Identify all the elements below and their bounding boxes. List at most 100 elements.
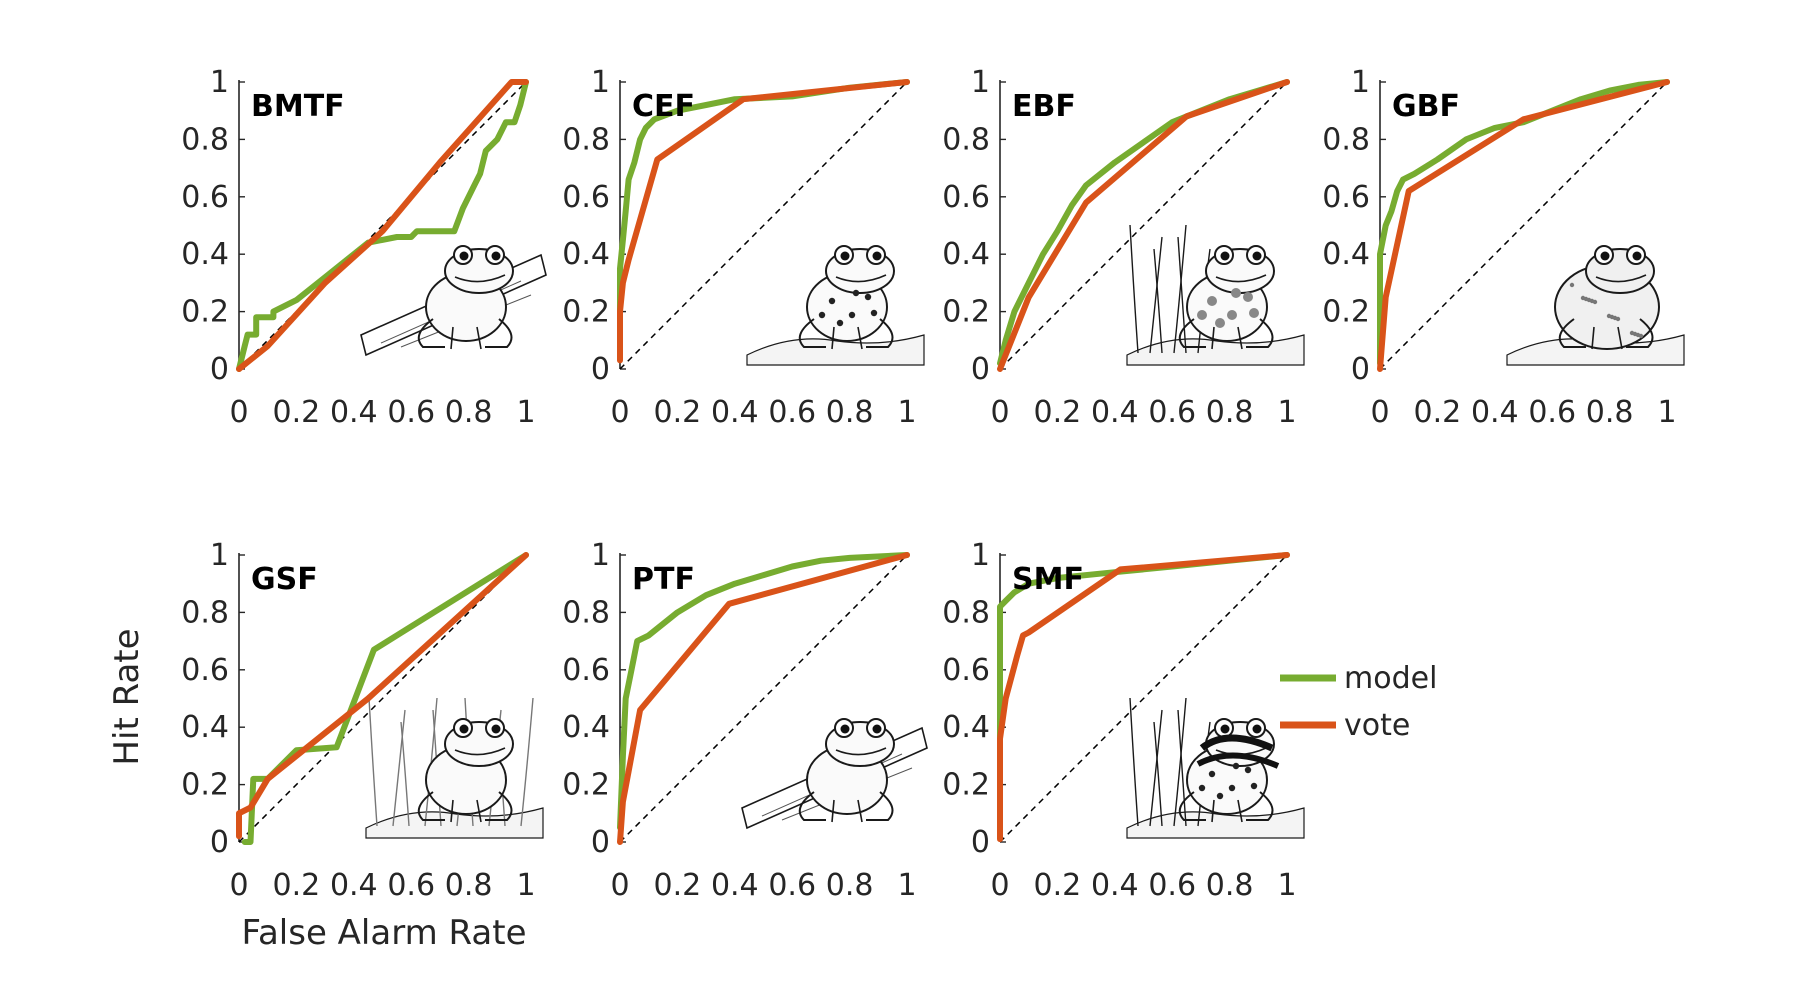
x-tick-label-ebf-0-2: 0.2 [1034, 395, 1082, 430]
x-tick-label-ptf-0-6: 0.6 [768, 868, 816, 903]
roc-curve-cef-vote [617, 79, 910, 364]
x-tick-label-gbf-0: 0 [1370, 395, 1389, 430]
y-tick-label-ebf-0-8: 0.8 [942, 122, 990, 157]
y-tick-label-bmtf-1: 1 [210, 65, 229, 100]
chance-diagonal-smf [999, 554, 1288, 843]
y-tick-label-gbf-0-8: 0.8 [1322, 122, 1370, 157]
frog-illustration-cef-icon [746, 215, 925, 387]
x-tick-label-ptf-0-2: 0.2 [654, 868, 702, 903]
y-tick-label-cef-0: 0 [591, 352, 610, 387]
roc-curve-bmtf-model [236, 79, 529, 372]
chance-diagonal-cef [619, 81, 908, 370]
y-tick-label-bmtf-0-2: 0.2 [181, 295, 229, 330]
y-tick-label-gbf-0-6: 0.6 [1322, 180, 1370, 215]
legend: model vote [1280, 661, 1437, 743]
x-tick-label-smf-1: 1 [1277, 868, 1296, 903]
x-tick-label-smf-0: 0 [990, 868, 1009, 903]
y-tick-label-ptf-1: 1 [591, 538, 610, 573]
y-tick-label-smf-0-4: 0.4 [942, 710, 990, 745]
x-tick-label-cef-0-6: 0.6 [768, 395, 816, 430]
y-tick-label-cef-0-4: 0.4 [562, 237, 610, 272]
frog-illustration-smf-icon [1126, 688, 1305, 860]
y-tick-label-gsf-0-8: 0.8 [181, 595, 229, 630]
y-tick-label-ptf-0-4: 0.4 [562, 710, 610, 745]
y-tick-label-cef-0-2: 0.2 [562, 295, 610, 330]
x-tick-label-ebf-0-8: 0.8 [1206, 395, 1254, 430]
panel-title-smf: SMF [1012, 562, 1084, 597]
x-tick-label-cef-0-4: 0.4 [711, 395, 759, 430]
x-axis-title: False Alarm Rate [242, 913, 527, 953]
x-tick-label-ebf-1: 1 [1277, 395, 1296, 430]
chance-diagonal-gbf [1379, 81, 1668, 370]
panel-bmtf [238, 80, 245, 370]
roc-curve-ptf-vote [617, 552, 910, 845]
panel-title-ebf: EBF [1012, 89, 1076, 124]
chance-diagonal-gsf [238, 554, 527, 843]
x-tick-label-gbf-0-4: 0.4 [1471, 395, 1519, 430]
x-tick-label-ptf-1: 1 [897, 868, 916, 903]
y-tick-label-ebf-1: 1 [971, 65, 990, 100]
y-tick-label-smf-0-8: 0.8 [942, 595, 990, 630]
y-tick-label-cef-0-8: 0.8 [562, 122, 610, 157]
x-tick-label-smf-0-6: 0.6 [1148, 868, 1196, 903]
y-tick-label-ebf-0: 0 [971, 352, 990, 387]
legend-label-model: model [1344, 661, 1437, 696]
labels-layer: 0 0.2 0.4 0.6 0.8 1 0 0.2 0.4 0.6 0.8 1 BMTF 0 0.2 0.4 0… [181, 65, 1676, 903]
x-tick-label-gbf-0-8: 0.8 [1586, 395, 1634, 430]
x-tick-label-ptf-0-4: 0.4 [711, 868, 759, 903]
y-tick-label-cef-1: 1 [591, 65, 610, 100]
legend-label-vote: vote [1344, 708, 1410, 743]
frog-illustration-bmtf-icon [360, 215, 547, 387]
x-tick-label-bmtf-1: 1 [516, 395, 535, 430]
frog-illustration-ptf-icon [741, 688, 928, 860]
x-tick-label-gbf-0-6: 0.6 [1528, 395, 1576, 430]
y-tick-label-gsf-1: 1 [210, 538, 229, 573]
x-tick-label-ptf-0: 0 [610, 868, 629, 903]
y-tick-label-cef-0-6: 0.6 [562, 180, 610, 215]
x-tick-label-ebf-0: 0 [990, 395, 1009, 430]
y-tick-label-ebf-0-4: 0.4 [942, 237, 990, 272]
y-tick-label-gsf-0: 0 [210, 825, 229, 860]
roc-curve-gsf-vote [236, 552, 529, 840]
panel-title-cef: CEF [632, 89, 695, 124]
frog-illustrations-layer [360, 215, 1685, 860]
x-tick-label-bmtf-0-4: 0.4 [330, 395, 378, 430]
x-tick-label-bmtf-0-2: 0.2 [273, 395, 321, 430]
x-tick-label-smf-0-8: 0.8 [1206, 868, 1254, 903]
x-tick-label-gsf-0: 0 [229, 868, 248, 903]
x-tick-label-cef-0: 0 [610, 395, 629, 430]
y-tick-label-gbf-1: 1 [1351, 65, 1370, 100]
y-tick-label-bmtf-0: 0 [210, 352, 229, 387]
x-tick-label-smf-0-2: 0.2 [1034, 868, 1082, 903]
y-tick-label-ebf-0-6: 0.6 [942, 180, 990, 215]
x-tick-label-smf-0-4: 0.4 [1091, 868, 1139, 903]
y-tick-label-ptf-0-8: 0.8 [562, 595, 610, 630]
x-tick-label-gsf-0-2: 0.2 [273, 868, 321, 903]
x-tick-label-cef-1: 1 [897, 395, 916, 430]
x-tick-label-bmtf-0: 0 [229, 395, 248, 430]
frog-illustration-gbf-icon [1506, 215, 1685, 387]
y-tick-label-gbf-0-2: 0.2 [1322, 295, 1370, 330]
frog-illustration-ebf-icon [1126, 215, 1305, 387]
roc-curve-ptf-model [617, 552, 910, 831]
y-tick-label-gsf-0-6: 0.6 [181, 653, 229, 688]
y-tick-label-ptf-0: 0 [591, 825, 610, 860]
y-tick-label-bmtf-0-6: 0.6 [181, 180, 229, 215]
roc-curve-smf-vote [997, 552, 1290, 843]
y-tick-label-ptf-0-2: 0.2 [562, 768, 610, 803]
x-tick-label-gsf-0-6: 0.6 [387, 868, 435, 903]
panel-title-ptf: PTF [632, 562, 695, 597]
chance-diagonal-ptf [619, 554, 908, 843]
x-tick-label-cef-0-2: 0.2 [654, 395, 702, 430]
roc-curve-bmtf-vote [236, 79, 529, 372]
y-axis-title: Hit Rate [107, 628, 147, 765]
y-tick-label-smf-1: 1 [971, 538, 990, 573]
y-tick-label-bmtf-0-4: 0.4 [181, 237, 229, 272]
y-tick-label-smf-0-2: 0.2 [942, 768, 990, 803]
x-tick-label-bmtf-0-6: 0.6 [387, 395, 435, 430]
x-tick-label-gbf-1: 1 [1657, 395, 1676, 430]
y-tick-label-ptf-0-6: 0.6 [562, 653, 610, 688]
x-tick-label-gsf-0-8: 0.8 [445, 868, 493, 903]
